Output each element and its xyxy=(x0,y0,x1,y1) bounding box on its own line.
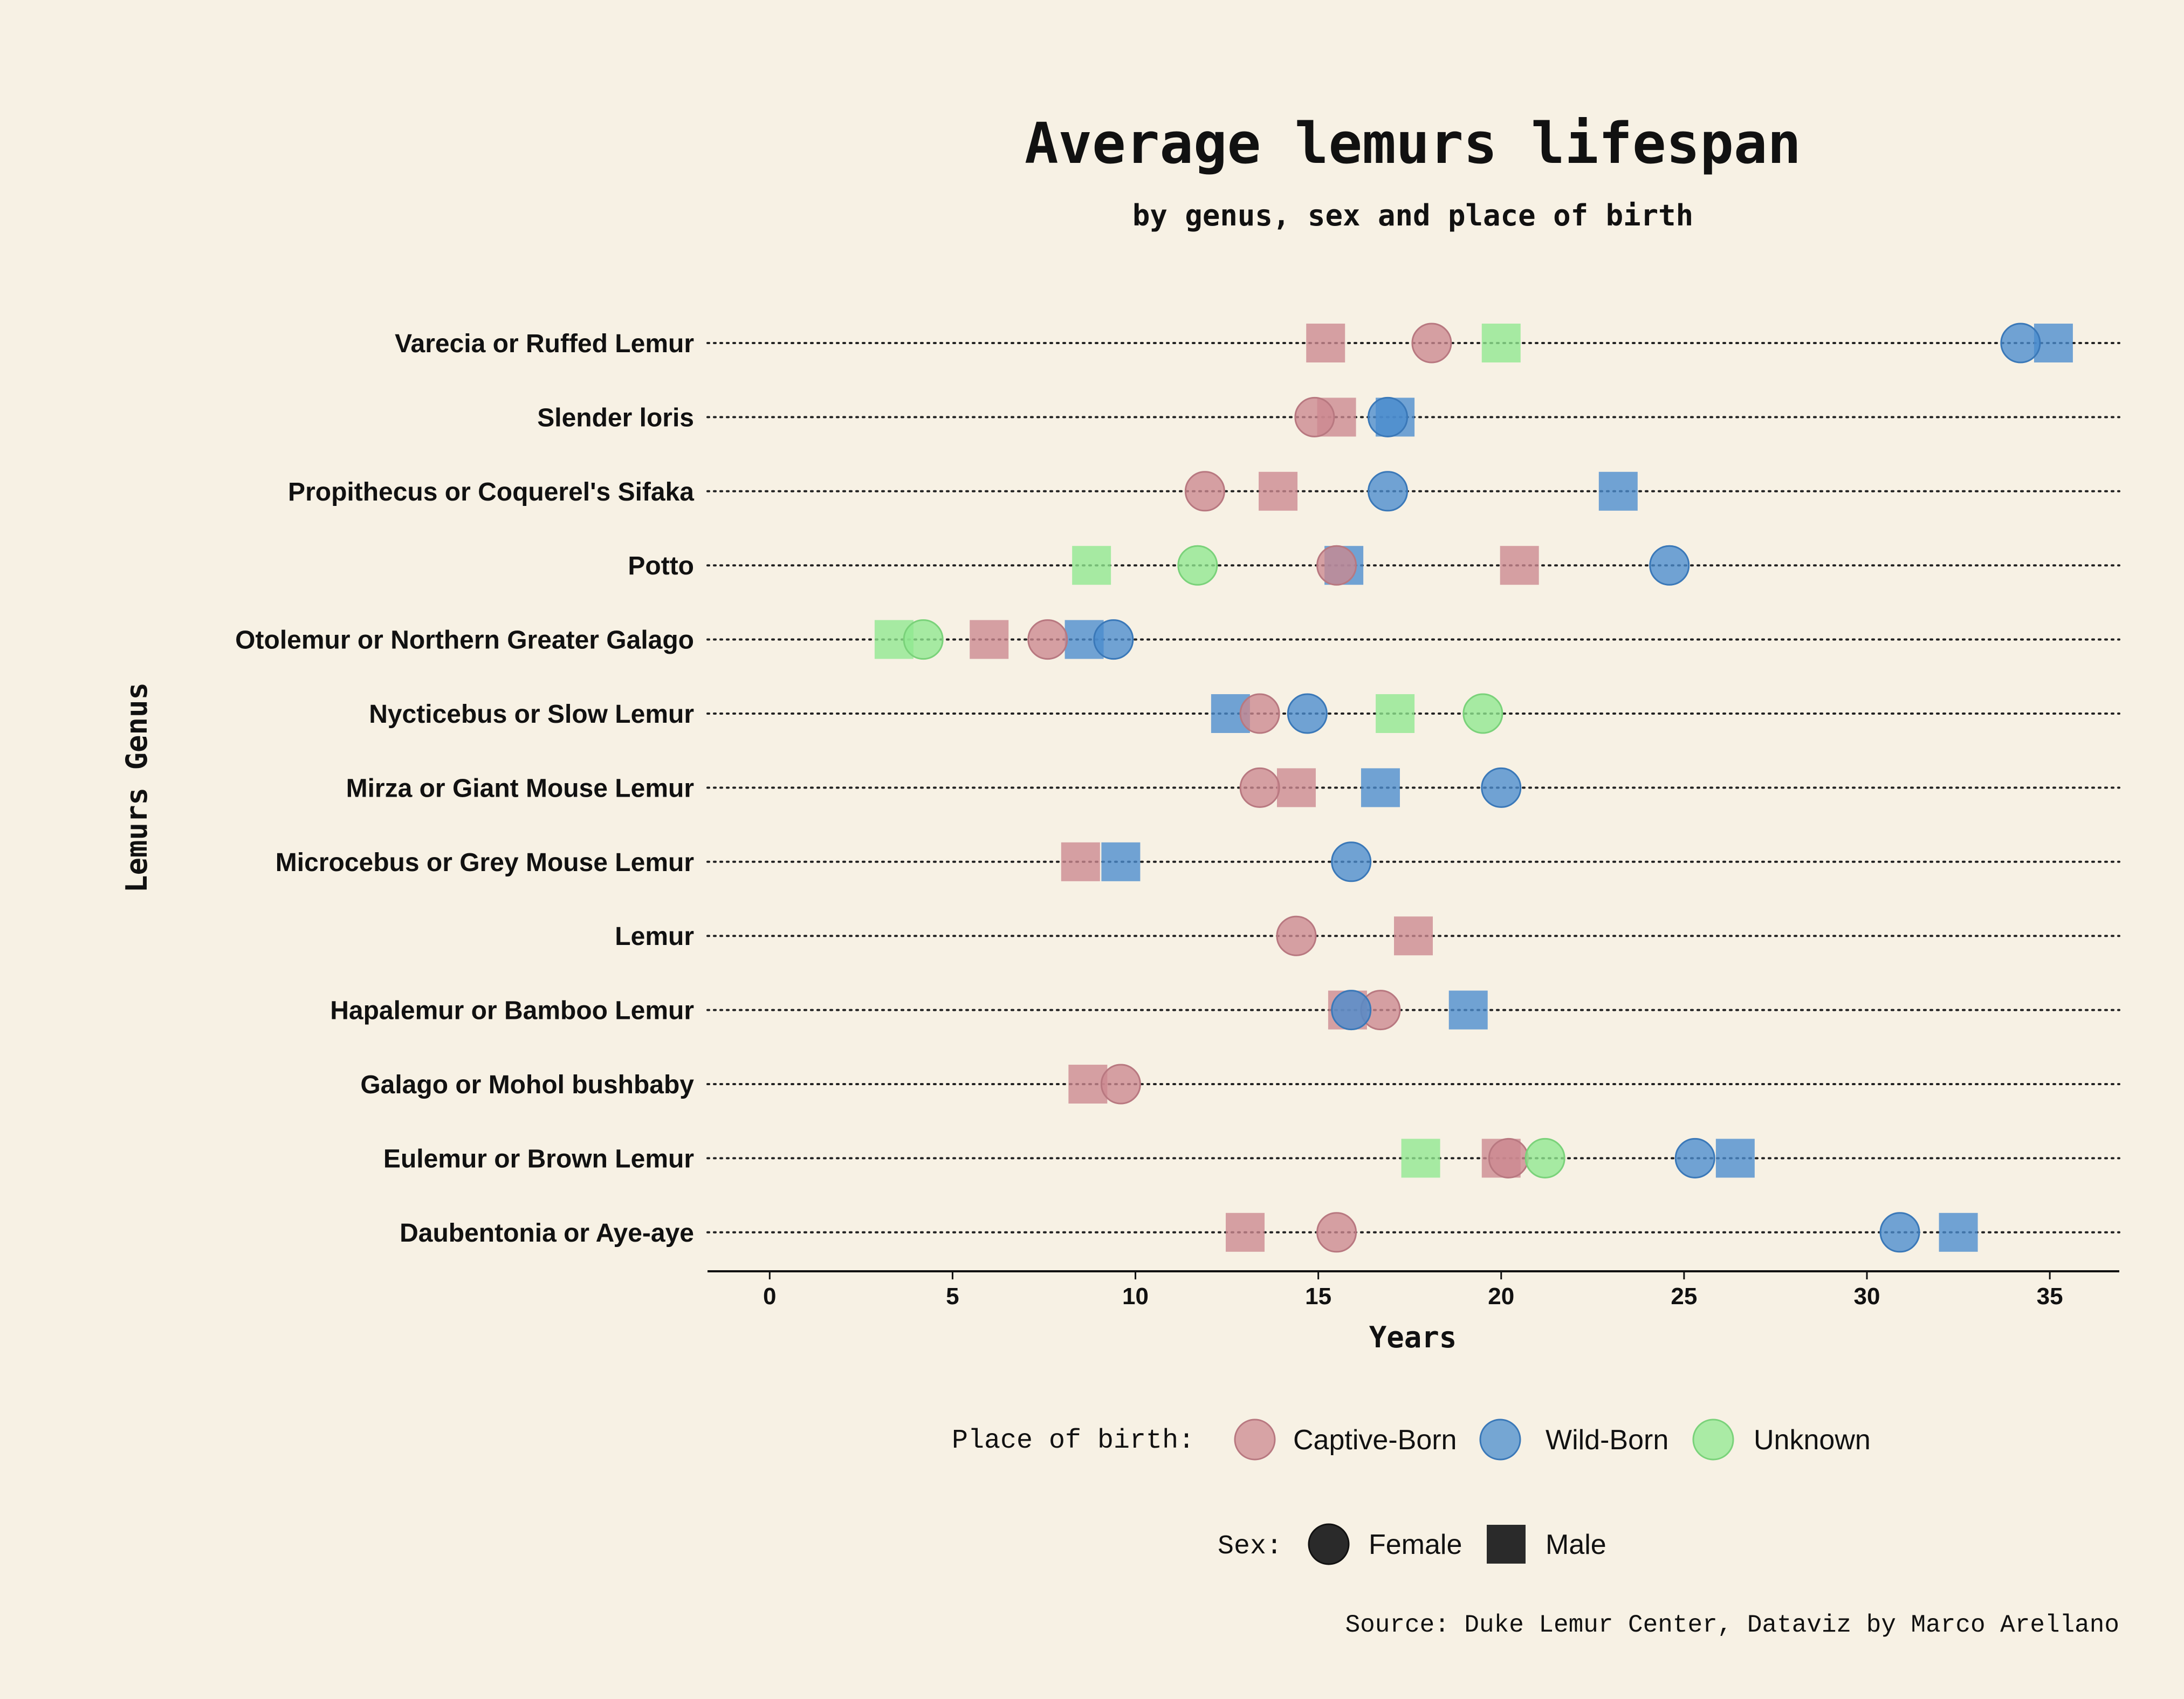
mark-wild-born-female-varecia-or-ruffed-lemur xyxy=(2000,323,2041,364)
place-legend-title: Place of birth: xyxy=(952,1426,1194,1456)
y-axis-label: Lemurs Genus xyxy=(120,682,154,893)
mark-wild-born-female-microcebus-or-grey-mouse-lemur xyxy=(1331,841,1372,882)
genus-label-nycticebus-or-slow-lemur: Nycticebus or Slow Lemur xyxy=(369,700,694,729)
mark-wild-born-male-propithecus-or-coquerel-s-sifaka xyxy=(1598,471,1638,511)
genus-label-potto: Potto xyxy=(628,552,694,580)
mark-unknown-female-nycticebus-or-slow-lemur xyxy=(1462,693,1503,734)
mark-captive-born-female-mirza-or-giant-mouse-lemur xyxy=(1239,767,1280,808)
data-marks xyxy=(874,323,2073,1253)
sex-legend: Sex: Female Male xyxy=(1218,1523,1606,1565)
genus-label-galago-or-mohol-bushbaby: Galago or Mohol bushbaby xyxy=(360,1071,694,1099)
genus-label-lemur: Lemur xyxy=(615,922,694,951)
mark-captive-born-male-potto xyxy=(1500,546,1539,585)
genus-labels: Varecia or Ruffed Lemur Slender loris Prop… xyxy=(235,330,694,1248)
legend-label-male: Male xyxy=(1546,1529,1606,1560)
mark-captive-born-female-propithecus-or-coquerel-s-sifaka xyxy=(1184,471,1225,512)
genus-label-propithecus-or-coquerel-s-sifaka: Propithecus or Coquerel's Sifaka xyxy=(288,478,694,506)
mark-captive-born-male-daubentonia-or-aye-aye xyxy=(1226,1212,1265,1252)
mark-wild-born-male-microcebus-or-grey-mouse-lemur xyxy=(1101,842,1141,881)
genus-label-varecia-or-ruffed-lemur: Varecia or Ruffed Lemur xyxy=(395,330,694,358)
mark-wild-born-female-eulemur-or-brown-lemur xyxy=(1674,1138,1715,1179)
mark-wild-born-female-nycticebus-or-slow-lemur xyxy=(1287,693,1328,734)
legend-label-wild-born: Wild-Born xyxy=(1546,1424,1668,1456)
x-tick-label-25: 25 xyxy=(1671,1283,1697,1310)
mark-captive-born-male-varecia-or-ruffed-lemur xyxy=(1306,324,1345,362)
genus-label-mirza-or-giant-mouse-lemur: Mirza or Giant Mouse Lemur xyxy=(346,774,694,803)
mark-captive-born-female-slender-loris xyxy=(1294,396,1335,437)
mark-wild-born-female-propithecus-or-coquerel-s-sifaka xyxy=(1368,471,1409,512)
mark-captive-born-female-varecia-or-ruffed-lemur xyxy=(1411,323,1452,364)
mark-captive-born-male-otolemur-or-northern-greater-galago xyxy=(970,620,1009,659)
x-tick-label-20: 20 xyxy=(1488,1283,1514,1310)
chart-subtitle: by genus, sex and place of birth xyxy=(1132,198,1693,232)
x-tick-label-15: 15 xyxy=(1305,1283,1331,1310)
genus-label-hapalemur-or-bamboo-lemur: Hapalemur or Bamboo Lemur xyxy=(330,997,694,1025)
mark-wild-born-male-eulemur-or-brown-lemur xyxy=(1715,1139,1755,1178)
mark-captive-born-male-propithecus-or-coquerel-s-sifaka xyxy=(1259,471,1298,511)
mark-captive-born-male-lemur xyxy=(1394,916,1433,956)
x-ticks: 0 5 10 15 20 25 30 35 xyxy=(763,1271,2063,1310)
mark-wild-born-female-potto xyxy=(1649,545,1690,586)
mark-captive-born-female-lemur xyxy=(1276,915,1317,956)
genus-label-otolemur-or-northern-greater-galago: Otolemur or Northern Greater Galago xyxy=(235,626,694,655)
mark-captive-born-female-nycticebus-or-slow-lemur xyxy=(1239,693,1280,734)
mark-wild-born-male-mirza-or-giant-mouse-lemur xyxy=(1361,768,1400,807)
place-legend: Place of birth: Captive-Born Wild-Born U… xyxy=(952,1419,1871,1461)
genus-label-eulemur-or-brown-lemur: Eulemur or Brown Lemur xyxy=(383,1145,694,1173)
chart-title: Average lemurs lifespan xyxy=(1025,111,1801,176)
mark-unknown-male-varecia-or-ruffed-lemur xyxy=(1481,324,1521,362)
mark-wild-born-female-slender-loris xyxy=(1368,396,1409,437)
mark-wild-born-male-daubentonia-or-aye-aye xyxy=(1939,1212,1978,1252)
mark-captive-born-male-microcebus-or-grey-mouse-lemur xyxy=(1061,842,1100,881)
legend-label-female: Female xyxy=(1369,1529,1462,1560)
mark-wild-born-male-hapalemur-or-bamboo-lemur xyxy=(1448,990,1488,1030)
legend-marker-wild-born xyxy=(1479,1419,1521,1461)
genus-label-microcebus-or-grey-mouse-lemur: Microcebus or Grey Mouse Lemur xyxy=(276,848,694,877)
legend-label-unknown: Unknown xyxy=(1754,1424,1871,1456)
x-axis-label: Years xyxy=(1369,1320,1457,1354)
mark-captive-born-female-otolemur-or-northern-greater-galago xyxy=(1027,619,1068,660)
mark-unknown-female-potto xyxy=(1177,545,1218,586)
legend-marker-female xyxy=(1308,1523,1350,1565)
sex-legend-title: Sex: xyxy=(1218,1531,1282,1562)
mark-captive-born-female-eulemur-or-brown-lemur xyxy=(1488,1138,1529,1179)
genus-label-daubentonia-or-aye-aye: Daubentonia or Aye-aye xyxy=(400,1219,694,1248)
mark-unknown-male-nycticebus-or-slow-lemur xyxy=(1376,694,1415,733)
x-tick-label-5: 5 xyxy=(946,1283,959,1310)
mark-unknown-female-eulemur-or-brown-lemur xyxy=(1524,1138,1565,1179)
mark-unknown-male-eulemur-or-brown-lemur xyxy=(1401,1139,1440,1178)
mark-captive-born-female-potto xyxy=(1316,545,1357,586)
legend-marker-captive-born xyxy=(1234,1419,1276,1461)
mark-wild-born-female-mirza-or-giant-mouse-lemur xyxy=(1481,767,1522,808)
mark-captive-born-female-galago-or-mohol-bushbaby xyxy=(1100,1064,1141,1105)
x-tick-label-35: 35 xyxy=(2037,1283,2063,1310)
mark-wild-born-female-hapalemur-or-bamboo-lemur xyxy=(1331,990,1372,1031)
source-note: Source: Duke Lemur Center, Dataviz by Ma… xyxy=(1345,1611,2119,1639)
x-tick-label-0: 0 xyxy=(763,1283,776,1310)
genus-label-slender-loris: Slender loris xyxy=(537,403,694,432)
mark-wild-born-female-daubentonia-or-aye-aye xyxy=(1879,1212,1920,1253)
legend-marker-male xyxy=(1487,1525,1526,1564)
x-tick-label-10: 10 xyxy=(1122,1283,1149,1310)
mark-wild-born-female-otolemur-or-northern-greater-galago xyxy=(1093,619,1134,660)
legend-label-captive-born: Captive-Born xyxy=(1293,1424,1457,1456)
mark-captive-born-female-daubentonia-or-aye-aye xyxy=(1316,1212,1357,1253)
mark-unknown-female-otolemur-or-northern-greater-galago xyxy=(903,619,944,660)
x-tick-label-30: 30 xyxy=(1854,1283,1880,1310)
mark-unknown-male-potto xyxy=(1072,546,1111,585)
legend-marker-unknown xyxy=(1692,1419,1734,1461)
mark-captive-born-male-mirza-or-giant-mouse-lemur xyxy=(1276,768,1316,807)
